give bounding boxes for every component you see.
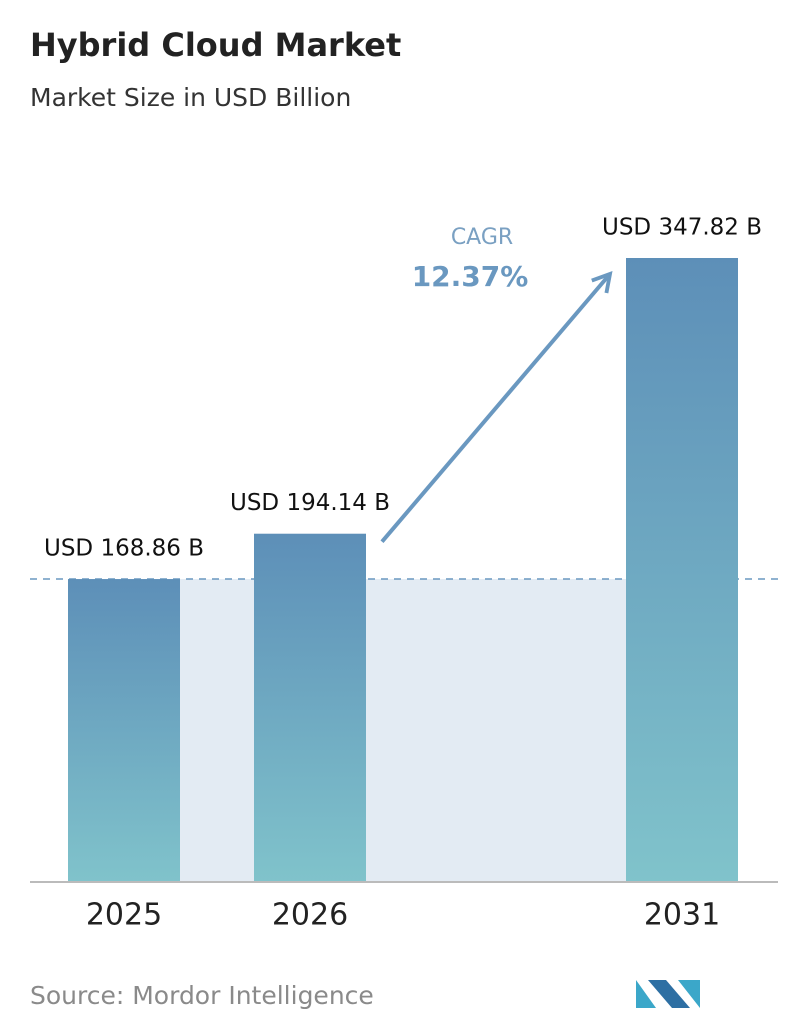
cagr-value: 12.37% <box>412 260 529 293</box>
bar <box>68 579 180 882</box>
x-tick-label: 2025 <box>86 898 162 933</box>
value-label: USD 347.82 B <box>602 215 762 241</box>
cagr-label: CAGR <box>451 225 513 250</box>
chart-subtitle: Market Size in USD Billion <box>30 83 351 112</box>
bar <box>626 258 738 882</box>
cagr-arrow <box>380 271 613 544</box>
chart-title: Hybrid Cloud Market <box>30 26 401 64</box>
bar <box>254 533 366 882</box>
x-tick-label: 2031 <box>644 898 720 933</box>
value-label: USD 168.86 B <box>44 536 204 562</box>
value-label: USD 194.14 B <box>230 490 390 516</box>
logo <box>636 980 700 1008</box>
x-tick-label: 2026 <box>272 898 348 933</box>
source: Source: Mordor Intelligence <box>30 981 374 1010</box>
